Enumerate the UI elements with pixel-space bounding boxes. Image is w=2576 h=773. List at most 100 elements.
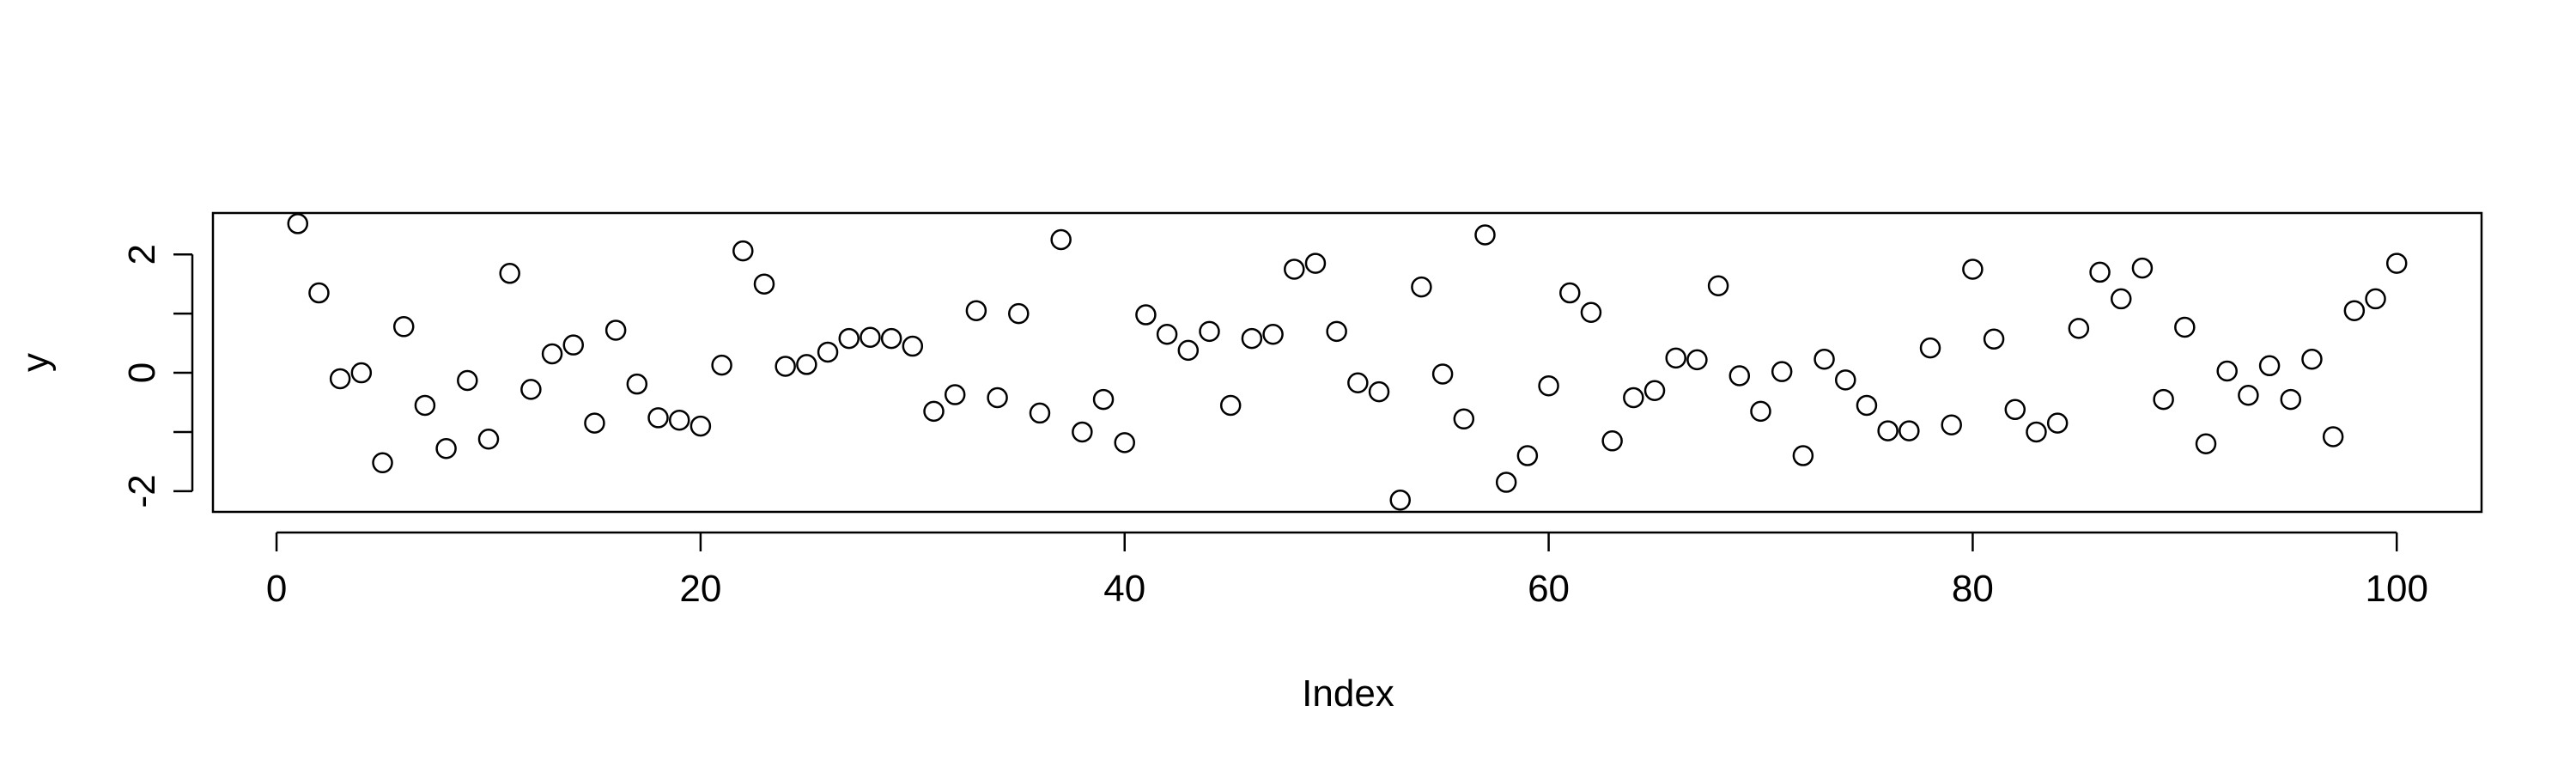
x-tick-label: 80 — [1952, 568, 1994, 610]
data-point — [753, 273, 775, 295]
data-point — [605, 320, 627, 341]
data-point — [308, 282, 330, 304]
data-point — [923, 400, 945, 423]
data-point — [1199, 320, 1220, 343]
data-point — [796, 354, 817, 375]
data-point — [2131, 257, 2154, 279]
data-point — [1262, 324, 1284, 345]
data-point — [1241, 327, 1263, 350]
data-point — [1347, 372, 1369, 394]
data-point — [1856, 394, 1878, 417]
data-point — [817, 341, 839, 363]
y-axis: -2 0 2 — [121, 244, 194, 508]
data-point — [1474, 224, 1496, 246]
data-point — [2089, 261, 2111, 283]
data-point — [1135, 304, 1157, 326]
data-point — [1707, 275, 1729, 297]
y-axis-label: y — [15, 353, 57, 372]
data-point — [2343, 300, 2366, 321]
data-point — [1284, 259, 1305, 280]
data-point — [2322, 426, 2344, 447]
data-point — [392, 316, 415, 338]
data-point — [287, 213, 309, 234]
y-tick-label: 2 — [121, 244, 163, 265]
data-point — [1814, 348, 1835, 370]
data-point — [1941, 414, 1962, 435]
data-point — [1962, 259, 1984, 280]
data-point — [2004, 399, 2026, 421]
data-point — [1008, 302, 1030, 325]
data-point — [1643, 380, 1666, 401]
data-point — [2046, 412, 2069, 434]
data-point — [457, 369, 478, 392]
data-point — [1686, 349, 1708, 371]
data-point — [1114, 432, 1135, 453]
data-point — [2110, 288, 2132, 310]
data-point — [1072, 421, 1093, 443]
x-tick-label: 60 — [1528, 568, 1570, 610]
data-point — [562, 334, 585, 356]
data-point — [1559, 282, 1581, 304]
data-point — [838, 327, 860, 350]
data-point — [1538, 374, 1559, 397]
data-point — [647, 407, 669, 429]
plot-frame — [211, 211, 2483, 514]
data-point — [1389, 489, 1411, 511]
data-point — [1368, 380, 1390, 403]
data-point — [1665, 347, 1686, 369]
data-point — [2174, 316, 2196, 338]
data-point — [584, 412, 605, 434]
data-point — [2216, 360, 2238, 382]
data-point — [1601, 430, 1623, 452]
data-point — [690, 415, 712, 437]
x-tick-label: 100 — [2366, 568, 2428, 610]
data-point — [1219, 394, 1242, 417]
data-point — [1728, 365, 1751, 386]
data-point — [350, 362, 373, 384]
data-point — [2385, 253, 2408, 274]
data-point — [1835, 369, 1856, 391]
data-point — [1177, 339, 1200, 362]
data-point — [2258, 355, 2281, 377]
data-point — [902, 335, 924, 357]
data-point — [1877, 420, 1899, 441]
data-point — [880, 327, 902, 350]
data-point — [1453, 408, 1475, 430]
data-point — [541, 343, 563, 365]
data-point — [1156, 324, 1178, 345]
x-tick-label: 20 — [679, 568, 721, 610]
data-point — [944, 384, 966, 405]
x-axis-label: Index — [1302, 673, 1394, 715]
data-point — [1792, 445, 1814, 466]
data-point — [2365, 288, 2386, 310]
data-point — [1050, 228, 1072, 251]
data-point — [732, 240, 754, 262]
data-point — [1516, 445, 1539, 466]
data-point — [414, 394, 436, 417]
data-point — [711, 354, 732, 376]
data-point — [520, 379, 542, 400]
data-point — [2068, 318, 2090, 339]
x-tick-label: 0 — [266, 568, 287, 610]
data-point — [1326, 320, 1347, 343]
data-point — [2195, 433, 2217, 455]
data-point — [668, 409, 690, 431]
data-point — [860, 326, 881, 348]
data-point — [2280, 388, 2302, 411]
y-tick-label: -2 — [121, 474, 163, 508]
data-point — [2153, 388, 2174, 411]
data-point — [1580, 301, 1602, 324]
data-point — [1750, 400, 1771, 423]
data-point — [1431, 363, 1454, 385]
data-point — [775, 356, 796, 377]
data-point — [435, 438, 457, 460]
x-axis: 0 20 40 60 80 100 — [266, 531, 2428, 610]
data-point — [329, 368, 351, 390]
data-point — [1092, 388, 1115, 411]
x-tick-label: 40 — [1103, 568, 1145, 610]
data-points — [287, 213, 2408, 511]
data-point — [1411, 276, 1432, 298]
data-point — [372, 452, 393, 474]
data-point — [1919, 337, 1941, 359]
